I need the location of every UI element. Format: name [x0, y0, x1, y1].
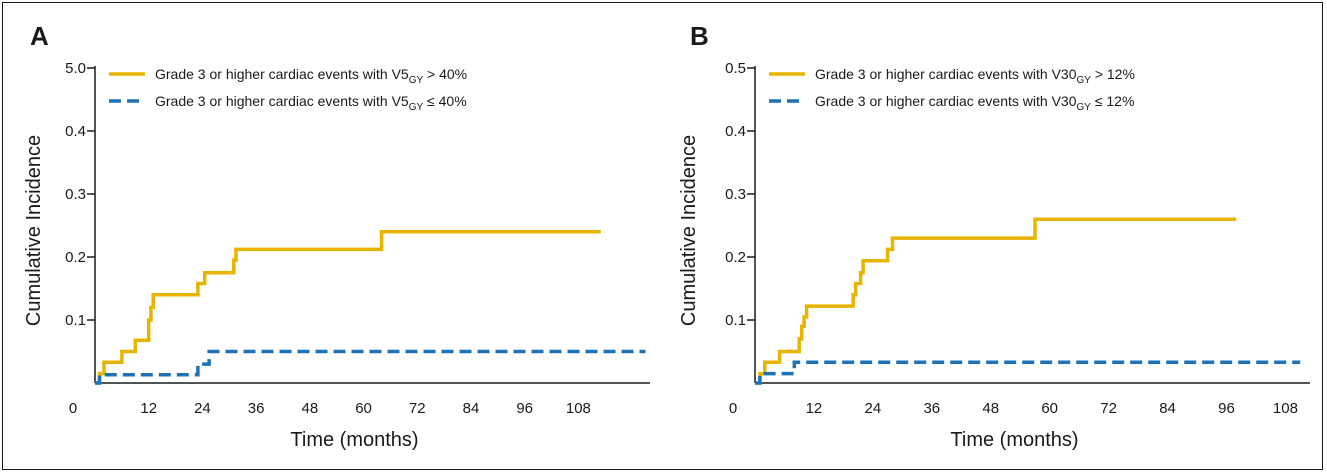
x-tick-label: 0 [69, 400, 77, 417]
series-line-solid [755, 217, 1237, 385]
legend-text-main: Grade 3 or higher cardiac events with V3… [815, 93, 1077, 109]
y-tick-label: 0.1 [725, 312, 746, 329]
legend-text-suffix: > 12% [1091, 66, 1135, 82]
panel-letter: B [690, 21, 709, 51]
panel-letter: A [30, 21, 49, 51]
y-tick-label: 0.4 [725, 123, 746, 140]
x-tick-label: 72 [1100, 400, 1117, 417]
legend-subscript: GY [1076, 102, 1091, 113]
x-tick-label: 12 [140, 400, 157, 417]
x-tick-label: 84 [1159, 400, 1176, 417]
x-tick-label: 84 [463, 400, 480, 417]
legend-subscript: GY [409, 102, 424, 113]
x-tick-label: 96 [516, 400, 533, 417]
legend-subscript: GY [1076, 75, 1091, 86]
x-axis-title: Time (months) [290, 429, 418, 451]
x-tick-label: 48 [982, 400, 999, 417]
series-line-dashed [95, 349, 646, 385]
y-tick-label: 0.5 [725, 60, 746, 77]
y-tick-label: 0.3 [65, 186, 86, 203]
x-tick-label: 36 [248, 400, 265, 417]
series-line-solid [95, 230, 601, 385]
y-tick-label: 0.4 [65, 123, 86, 140]
legend-label: Grade 3 or higher cardiac events with V3… [815, 93, 1134, 113]
y-tick-label: 5.0 [65, 60, 86, 77]
x-tick-label: 48 [301, 400, 318, 417]
legend-label: Grade 3 or higher cardiac events with V3… [815, 66, 1135, 86]
x-axis-title: Time (months) [950, 429, 1078, 451]
legend-subscript: GY [409, 75, 424, 86]
x-tick-label: 60 [1041, 400, 1058, 417]
legend-text-suffix: ≤ 12% [1091, 93, 1134, 109]
y-axis-title: Cumulative Incidence [678, 135, 700, 326]
legend-text-main: Grade 3 or higher cardiac events with V5 [155, 66, 409, 82]
x-tick-label: 108 [1273, 400, 1298, 417]
legend-text-suffix: > 40% [423, 66, 467, 82]
legend-text-main: Grade 3 or higher cardiac events with V3… [815, 66, 1077, 82]
legend-label: Grade 3 or higher cardiac events with V5… [155, 66, 467, 86]
x-tick-label: 12 [806, 400, 823, 417]
x-tick-label: 108 [566, 400, 591, 417]
x-tick-label: 0 [729, 400, 737, 417]
y-tick-label: 0.2 [725, 249, 746, 266]
legend-text-main: Grade 3 or higher cardiac events with V5 [155, 93, 409, 109]
panel-b: B 0.1 0.2 0.3 0.4 0.5 0 12 24 36 48 60 72 84 96 108 Time… [678, 21, 1310, 451]
x-tick-label: 72 [409, 400, 426, 417]
x-tick-label: 24 [865, 400, 882, 417]
y-tick-label: 0.3 [725, 186, 746, 203]
x-tick-label: 36 [923, 400, 940, 417]
y-axis-title: Cumulative Incidence [23, 135, 45, 326]
y-tick-label: 0.1 [65, 312, 86, 329]
x-tick-label: 96 [1218, 400, 1235, 417]
x-tick-label: 24 [194, 400, 211, 417]
panel-a: A 0.1 0.2 0.3 0.4 5.0 0 12 24 36 48 60 72 84 96 108 Time… [23, 21, 650, 451]
x-tick-label: 60 [355, 400, 372, 417]
series-line-dashed [755, 360, 1301, 385]
y-tick-label: 0.2 [65, 249, 86, 266]
legend-text-suffix: ≤ 40% [423, 93, 466, 109]
legend-label: Grade 3 or higher cardiac events with V5… [155, 93, 467, 113]
